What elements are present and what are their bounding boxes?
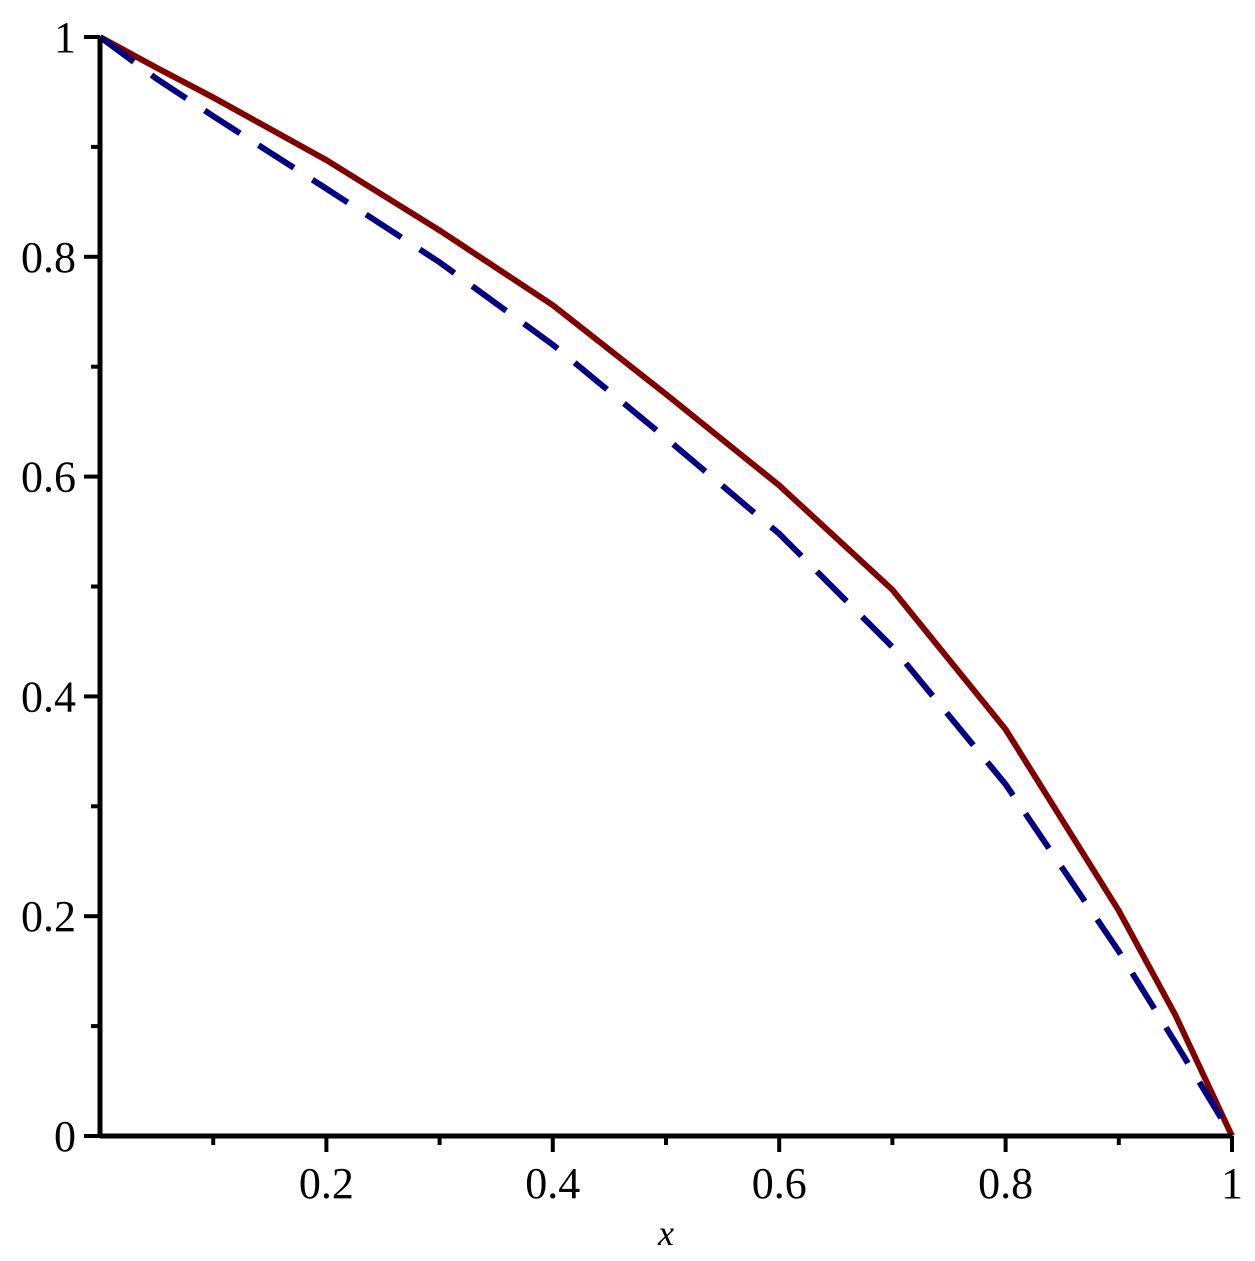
y-tick-label: 0.4 [21,672,76,721]
line-solid [98,34,1235,1138]
x-tick-label: 0.8 [978,1159,1033,1208]
y-tick-label: 0.2 [21,892,76,941]
x-tick-label: 0.2 [299,1159,354,1208]
y-tick-label: 1 [54,13,76,62]
line-dashed [98,34,1235,1138]
x-tick-label: 1 [1221,1159,1243,1208]
x-tick-label: 0.6 [752,1159,807,1208]
y-tick-label: 0.8 [21,233,76,282]
x-axis-label: x [657,1213,674,1253]
x-tick-label: 0.4 [525,1159,580,1208]
y-tick-label: 0 [54,1112,76,1161]
y-tick-label: 0.6 [21,453,76,502]
